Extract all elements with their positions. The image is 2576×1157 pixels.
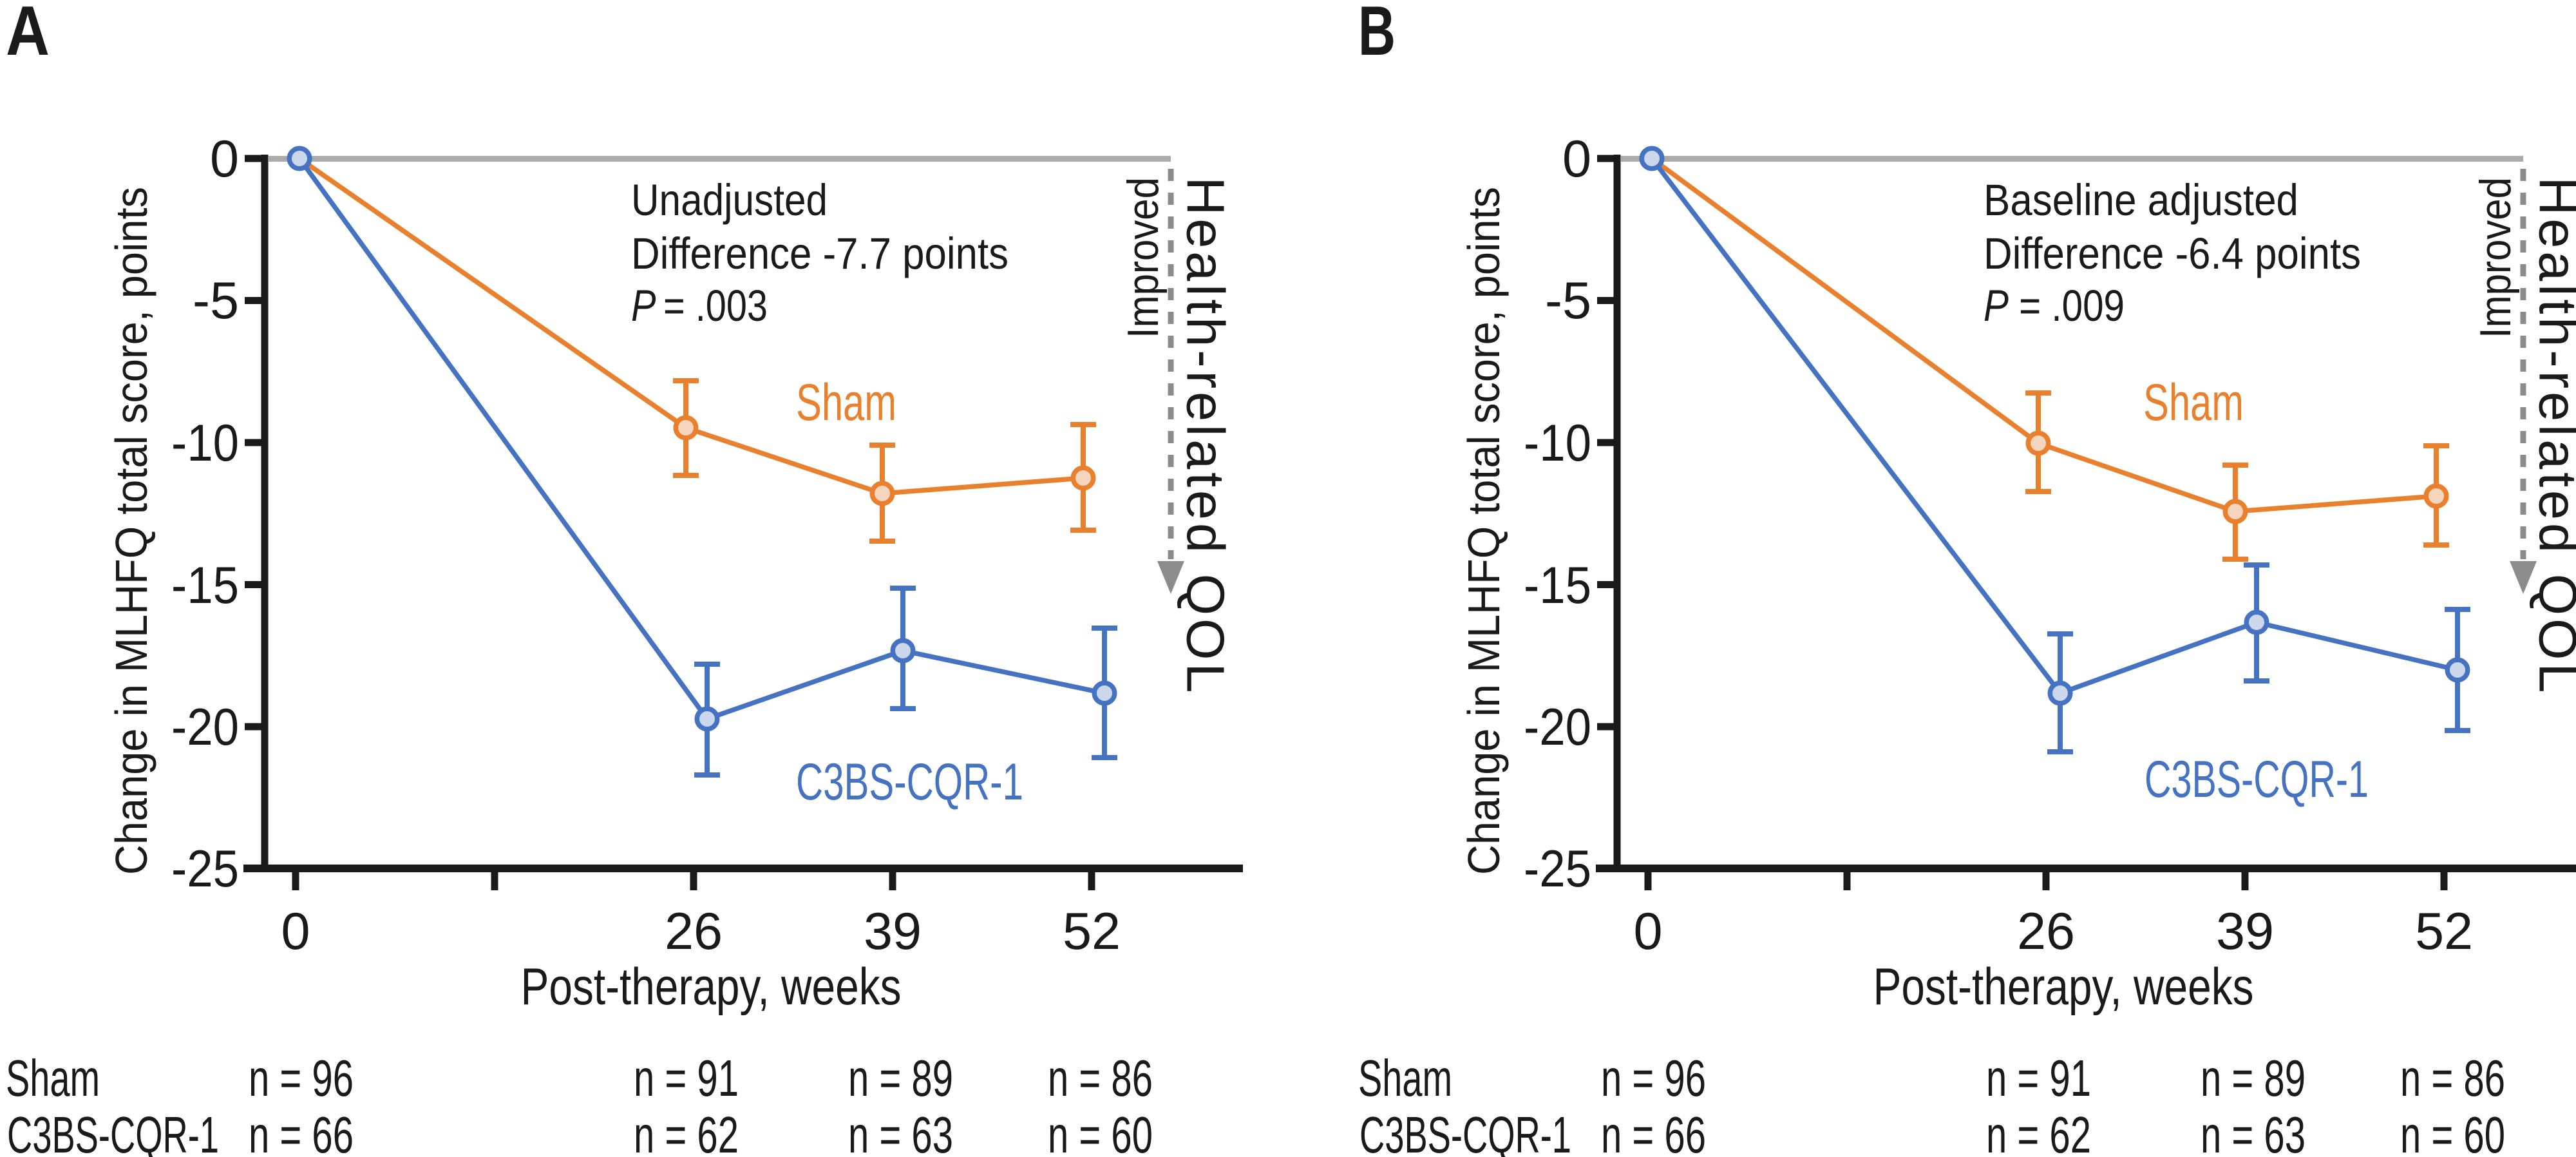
svg-text:26: 26	[2017, 903, 2075, 961]
svg-text:0: 0	[1562, 130, 1591, 188]
svg-text:n = 86: n = 86	[2400, 1049, 2505, 1107]
svg-text:Unadjusted: Unadjusted	[631, 175, 828, 225]
svg-text:-10: -10	[1524, 414, 1591, 472]
svg-text:C3BS-CQR-1: C3BS-CQR-1	[1359, 1106, 1571, 1157]
svg-text:Health-related QOL: Health-related QOL	[1176, 177, 1236, 693]
svg-text:Difference -7.7 points: Difference -7.7 points	[631, 229, 1009, 278]
svg-text:0: 0	[1633, 903, 1662, 961]
svg-text:-25: -25	[1524, 840, 1591, 898]
svg-text:n = 86: n = 86	[1048, 1049, 1153, 1107]
svg-text:52: 52	[1063, 903, 1121, 961]
svg-text:-25: -25	[171, 840, 239, 898]
svg-text:n = 91: n = 91	[1986, 1049, 2091, 1107]
svg-text:Sham: Sham	[1358, 1049, 1452, 1107]
svg-text:0: 0	[281, 903, 310, 961]
svg-text:C3BS-CQR-1: C3BS-CQR-1	[2145, 751, 2369, 808]
svg-text:n = 91: n = 91	[634, 1049, 739, 1107]
svg-text:P = .003: P = .003	[631, 281, 768, 330]
svg-text:n = 62: n = 62	[634, 1106, 739, 1157]
svg-text:n = 96: n = 96	[249, 1049, 354, 1107]
svg-text:Health-related QOL: Health-related QOL	[2528, 177, 2576, 693]
svg-text:n = 96: n = 96	[1601, 1049, 1706, 1107]
svg-text:-20: -20	[171, 698, 239, 756]
svg-text:A: A	[6, 0, 50, 70]
svg-text:Sham: Sham	[796, 374, 896, 432]
svg-text:n = 60: n = 60	[2400, 1106, 2505, 1157]
svg-text:39: 39	[864, 903, 922, 961]
svg-text:n = 89: n = 89	[2201, 1049, 2306, 1107]
svg-text:Improved: Improved	[1119, 177, 1168, 338]
svg-text:0: 0	[210, 130, 239, 188]
svg-text:n = 62: n = 62	[1986, 1106, 2091, 1157]
svg-text:n = 89: n = 89	[848, 1049, 953, 1107]
svg-text:C3BS-CQR-1: C3BS-CQR-1	[7, 1106, 219, 1157]
svg-text:-10: -10	[171, 414, 239, 472]
svg-text:B: B	[1358, 0, 1396, 70]
svg-text:Sham: Sham	[2143, 374, 2244, 432]
svg-text:-20: -20	[1524, 698, 1591, 756]
svg-text:52: 52	[2415, 903, 2473, 961]
svg-text:Post-therapy, weeks: Post-therapy, weeks	[521, 958, 902, 1016]
svg-text:Sham: Sham	[6, 1049, 100, 1107]
svg-text:Change in MLHFQ total score, p: Change in MLHFQ total score, points	[106, 187, 156, 875]
svg-text:n = 66: n = 66	[1601, 1106, 1706, 1157]
svg-text:39: 39	[2216, 903, 2274, 961]
svg-text:Difference -6.4 points: Difference -6.4 points	[1984, 229, 2361, 278]
svg-text:-5: -5	[1545, 272, 1591, 330]
svg-text:n = 63: n = 63	[848, 1106, 953, 1157]
svg-text:-5: -5	[193, 272, 239, 330]
svg-text:Baseline adjusted: Baseline adjusted	[1984, 175, 2298, 225]
svg-text:P = .009: P = .009	[1984, 281, 2125, 330]
svg-text:n = 60: n = 60	[1048, 1106, 1153, 1157]
svg-text:n = 66: n = 66	[249, 1106, 354, 1157]
svg-text:C3BS-CQR-1: C3BS-CQR-1	[796, 753, 1023, 811]
svg-text:Improved: Improved	[2471, 177, 2520, 338]
svg-text:n = 63: n = 63	[2201, 1106, 2306, 1157]
svg-text:26: 26	[665, 903, 723, 961]
svg-text:-15: -15	[171, 557, 239, 615]
svg-text:Post-therapy, weeks: Post-therapy, weeks	[1873, 958, 2254, 1016]
svg-text:-15: -15	[1524, 557, 1591, 615]
svg-text:Change in MLHFQ total score, p: Change in MLHFQ total score, points	[1459, 187, 1509, 875]
